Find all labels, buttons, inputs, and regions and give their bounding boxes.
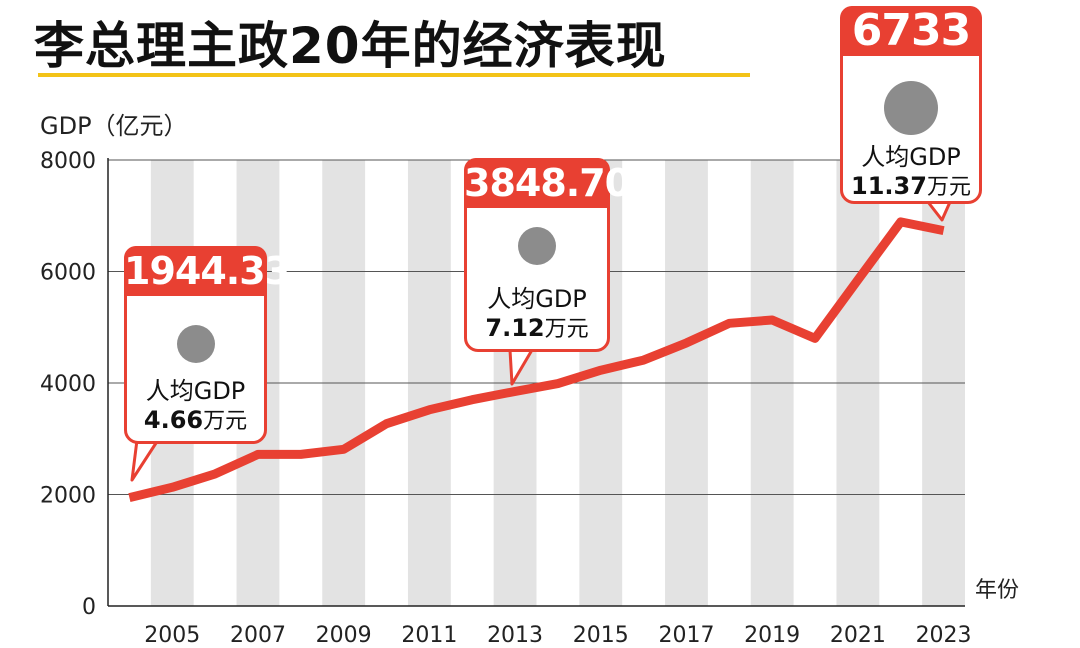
x-tick-label: 2017 bbox=[658, 623, 714, 648]
callout-2023: 6733 人均GDP 11.37万元 bbox=[840, 6, 982, 204]
per-capita-label: 人均GDP bbox=[861, 143, 961, 171]
callout-gdp-value: 6733 bbox=[840, 6, 982, 56]
callout-2004: 1944.33 人均GDP 4.66万元 bbox=[124, 246, 291, 444]
y-tick-label: 6000 bbox=[40, 261, 96, 286]
callout-2013: 3848.70 人均GDP 7.12万元 bbox=[464, 158, 631, 352]
x-tick-label: 2013 bbox=[487, 623, 543, 648]
person-icon bbox=[884, 81, 938, 135]
title-underline bbox=[38, 73, 750, 77]
person-icon bbox=[518, 227, 556, 265]
x-tick-label: 2023 bbox=[916, 623, 972, 648]
y-tick-label: 8000 bbox=[40, 149, 96, 174]
x-tick-label: 2007 bbox=[230, 623, 286, 648]
y-tick-label: 4000 bbox=[40, 372, 96, 397]
person-icon bbox=[176, 325, 215, 363]
per-capita-value: 7.12万元 bbox=[485, 314, 589, 342]
y-axis-title: GDP（亿元） bbox=[40, 112, 188, 140]
callout-gdp-value: 3848.70 bbox=[464, 158, 631, 208]
x-tick-label: 2011 bbox=[401, 623, 457, 648]
per-capita-label: 人均GDP bbox=[145, 377, 246, 405]
page-title: 李总理主政20年的经济表现 bbox=[34, 17, 667, 75]
x-tick-label: 2015 bbox=[573, 623, 629, 648]
per-capita-value: 11.37万元 bbox=[851, 172, 971, 200]
x-tick-label: 2005 bbox=[144, 623, 200, 648]
y-tick-label: 2000 bbox=[40, 484, 96, 509]
x-axis-title: 年份 bbox=[975, 578, 1020, 603]
gdp-series-line bbox=[128, 217, 945, 502]
callout-gdp-value: 1944.33 bbox=[124, 246, 291, 296]
per-capita-label: 人均GDP bbox=[487, 285, 587, 313]
x-tick-label: 2009 bbox=[316, 623, 372, 648]
per-capita-value: 4.66万元 bbox=[143, 406, 248, 434]
x-tick-label: 2019 bbox=[744, 623, 800, 648]
y-tick-label: 0 bbox=[82, 595, 96, 620]
x-tick-label: 2021 bbox=[830, 623, 886, 648]
